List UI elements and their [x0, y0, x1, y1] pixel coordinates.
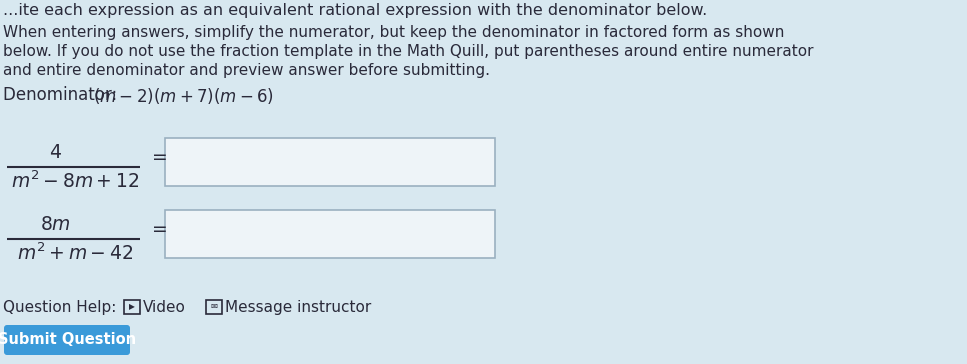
- FancyBboxPatch shape: [124, 300, 140, 314]
- FancyBboxPatch shape: [206, 300, 222, 314]
- FancyBboxPatch shape: [165, 138, 495, 186]
- Text: $8m$: $8m$: [40, 215, 71, 234]
- Text: When entering answers, simplify the numerator, but keep the denominator in facto: When entering answers, simplify the nume…: [3, 25, 784, 40]
- FancyBboxPatch shape: [4, 325, 130, 355]
- Text: $(m-2)(m+7)(m-6)$: $(m-2)(m+7)(m-6)$: [93, 86, 274, 106]
- Text: Question Help:: Question Help:: [3, 300, 116, 315]
- Text: =: =: [152, 149, 167, 167]
- Text: and entire denominator and preview answer before submitting.: and entire denominator and preview answe…: [3, 63, 490, 78]
- Text: Video: Video: [143, 300, 186, 315]
- Text: below. If you do not use the fraction template in the Math Quill, put parenthese: below. If you do not use the fraction te…: [3, 44, 813, 59]
- Text: ✉: ✉: [211, 302, 218, 312]
- Text: Denominator:: Denominator:: [3, 86, 123, 104]
- Text: ▶: ▶: [129, 302, 135, 312]
- Text: Message instructor: Message instructor: [225, 300, 371, 315]
- FancyBboxPatch shape: [165, 210, 495, 258]
- Text: $m^2-8m+12$: $m^2-8m+12$: [11, 170, 139, 191]
- Text: $m^2+m-42$: $m^2+m-42$: [16, 242, 133, 264]
- Text: $4$: $4$: [48, 143, 62, 162]
- Text: Submit Question: Submit Question: [0, 332, 136, 348]
- Text: =: =: [152, 221, 167, 240]
- Text: ...ite each expression as an equivalent rational expression with the denominator: ...ite each expression as an equivalent …: [3, 3, 707, 18]
